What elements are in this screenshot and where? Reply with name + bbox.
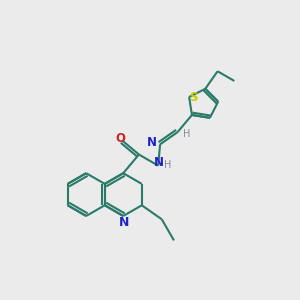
Text: N: N [154, 156, 164, 169]
Text: N: N [147, 136, 157, 149]
Text: S: S [189, 91, 198, 103]
Text: H: H [164, 160, 171, 170]
Text: O: O [115, 132, 125, 145]
Text: H: H [183, 129, 190, 140]
Text: N: N [119, 216, 129, 229]
